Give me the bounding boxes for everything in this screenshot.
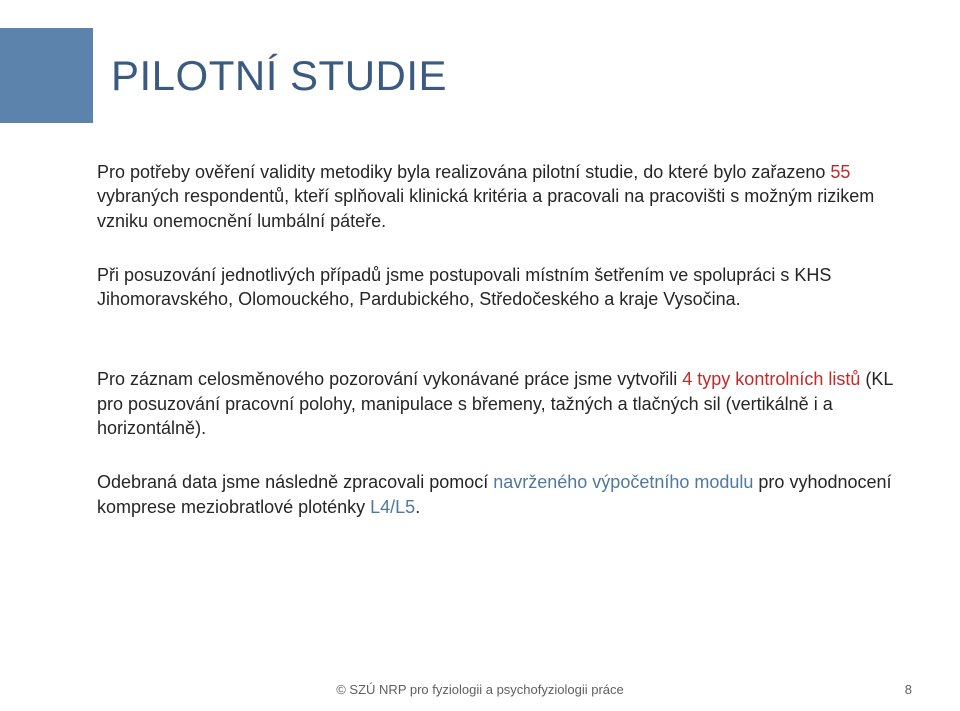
text-run: . [415,497,420,517]
accent-block [0,28,93,123]
highlight-count: 55 [830,162,850,182]
slide-title: PILOTNÍ STUDIE [93,28,447,123]
paragraph-4: Odebraná data jsme následně zpracovali p… [97,470,900,519]
footer-text: © SZÚ NRP pro fyziologii a psychofyziolo… [0,682,960,697]
highlight-l4l5: L4/L5 [370,497,415,517]
title-bar: PILOTNÍ STUDIE [0,28,447,123]
paragraph-2: Při posuzování jednotlivých případů jsme… [97,263,900,312]
text-run: Odebraná data jsme následně zpracovali p… [97,472,493,492]
text-run: Pro záznam celosměnového pozorování vyko… [97,369,682,389]
paragraph-3: Pro záznam celosměnového pozorování vyko… [97,367,900,440]
text-run: vybraných respondentů, kteří splňovali k… [97,186,874,230]
paragraph-1: Pro potřeby ověření validity metodiky by… [97,160,900,233]
highlight-types: 4 typy kontrolních listů [682,369,865,389]
slide: PILOTNÍ STUDIE Pro potřeby ověření valid… [0,0,960,711]
page-number: 8 [905,682,912,697]
text-run: Pro potřeby ověření validity metodiky by… [97,162,830,182]
slide-content: Pro potřeby ověření validity metodiky by… [97,160,900,519]
highlight-module: navrženého výpočetního modulu [493,472,758,492]
